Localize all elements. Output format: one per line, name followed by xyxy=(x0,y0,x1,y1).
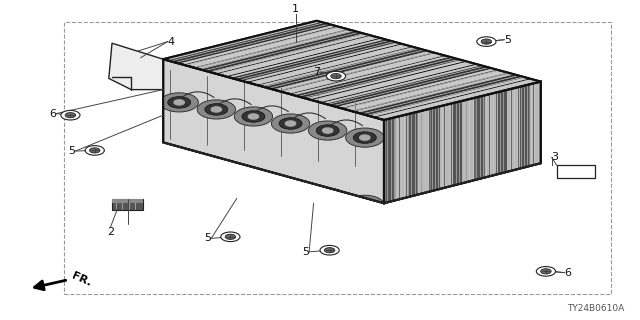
Circle shape xyxy=(174,100,184,105)
Circle shape xyxy=(61,110,80,120)
Circle shape xyxy=(234,174,273,193)
Polygon shape xyxy=(230,39,397,81)
Bar xyxy=(112,199,143,210)
Polygon shape xyxy=(357,74,525,116)
Circle shape xyxy=(85,146,104,155)
Text: 5: 5 xyxy=(68,146,76,156)
Circle shape xyxy=(205,171,228,182)
Circle shape xyxy=(242,178,265,189)
Text: 6: 6 xyxy=(49,108,56,119)
Text: 5: 5 xyxy=(204,233,211,244)
Text: 7: 7 xyxy=(313,67,320,77)
Polygon shape xyxy=(497,90,507,174)
Circle shape xyxy=(316,125,339,136)
Circle shape xyxy=(90,148,100,153)
Polygon shape xyxy=(294,57,461,98)
Circle shape xyxy=(536,267,556,276)
Text: 6: 6 xyxy=(564,268,572,278)
Text: FR.: FR. xyxy=(70,270,93,288)
Text: 3: 3 xyxy=(552,152,559,163)
Circle shape xyxy=(346,128,384,147)
Circle shape xyxy=(160,93,198,112)
Text: 2: 2 xyxy=(107,227,115,236)
Circle shape xyxy=(221,232,240,242)
Circle shape xyxy=(360,135,370,140)
Polygon shape xyxy=(163,59,384,203)
Circle shape xyxy=(331,74,341,79)
Polygon shape xyxy=(325,66,493,107)
Circle shape xyxy=(197,167,236,186)
Circle shape xyxy=(197,100,236,119)
Text: 5: 5 xyxy=(504,35,511,45)
Circle shape xyxy=(285,121,296,126)
Circle shape xyxy=(242,111,265,122)
Bar xyxy=(557,165,595,178)
Circle shape xyxy=(481,39,492,44)
Circle shape xyxy=(477,37,496,46)
Text: 5: 5 xyxy=(302,247,309,257)
Text: TY24B0610A: TY24B0610A xyxy=(567,304,624,313)
Circle shape xyxy=(174,167,184,172)
Polygon shape xyxy=(199,31,365,72)
Circle shape xyxy=(323,128,333,133)
Circle shape xyxy=(308,188,347,207)
Text: 4: 4 xyxy=(168,36,175,47)
Polygon shape xyxy=(168,22,333,64)
Circle shape xyxy=(248,181,259,186)
Circle shape xyxy=(271,114,310,133)
Polygon shape xyxy=(452,101,462,186)
Circle shape xyxy=(225,234,236,239)
Circle shape xyxy=(279,185,302,196)
Circle shape xyxy=(346,195,384,214)
Circle shape xyxy=(234,107,273,126)
Circle shape xyxy=(353,199,376,211)
Polygon shape xyxy=(520,84,530,169)
Bar xyxy=(112,199,143,203)
Circle shape xyxy=(323,195,333,200)
Circle shape xyxy=(160,160,198,179)
Circle shape xyxy=(248,114,259,119)
Circle shape xyxy=(308,121,347,140)
Polygon shape xyxy=(163,21,541,120)
Circle shape xyxy=(279,118,302,129)
Circle shape xyxy=(168,164,191,175)
Circle shape xyxy=(320,245,339,255)
Text: 1: 1 xyxy=(292,4,299,14)
Circle shape xyxy=(353,132,376,143)
Circle shape xyxy=(211,174,221,179)
Polygon shape xyxy=(385,117,395,203)
Circle shape xyxy=(541,269,551,274)
Polygon shape xyxy=(384,82,541,203)
Polygon shape xyxy=(262,48,429,90)
Circle shape xyxy=(211,107,221,112)
Polygon shape xyxy=(475,95,485,180)
Circle shape xyxy=(168,97,191,108)
Circle shape xyxy=(65,113,76,118)
Circle shape xyxy=(360,202,370,207)
Circle shape xyxy=(285,188,296,193)
Circle shape xyxy=(205,104,228,115)
Circle shape xyxy=(316,192,339,204)
Circle shape xyxy=(271,181,310,200)
Circle shape xyxy=(324,248,335,253)
Polygon shape xyxy=(430,106,440,191)
Circle shape xyxy=(326,71,346,81)
Polygon shape xyxy=(408,112,417,197)
Polygon shape xyxy=(109,43,163,90)
